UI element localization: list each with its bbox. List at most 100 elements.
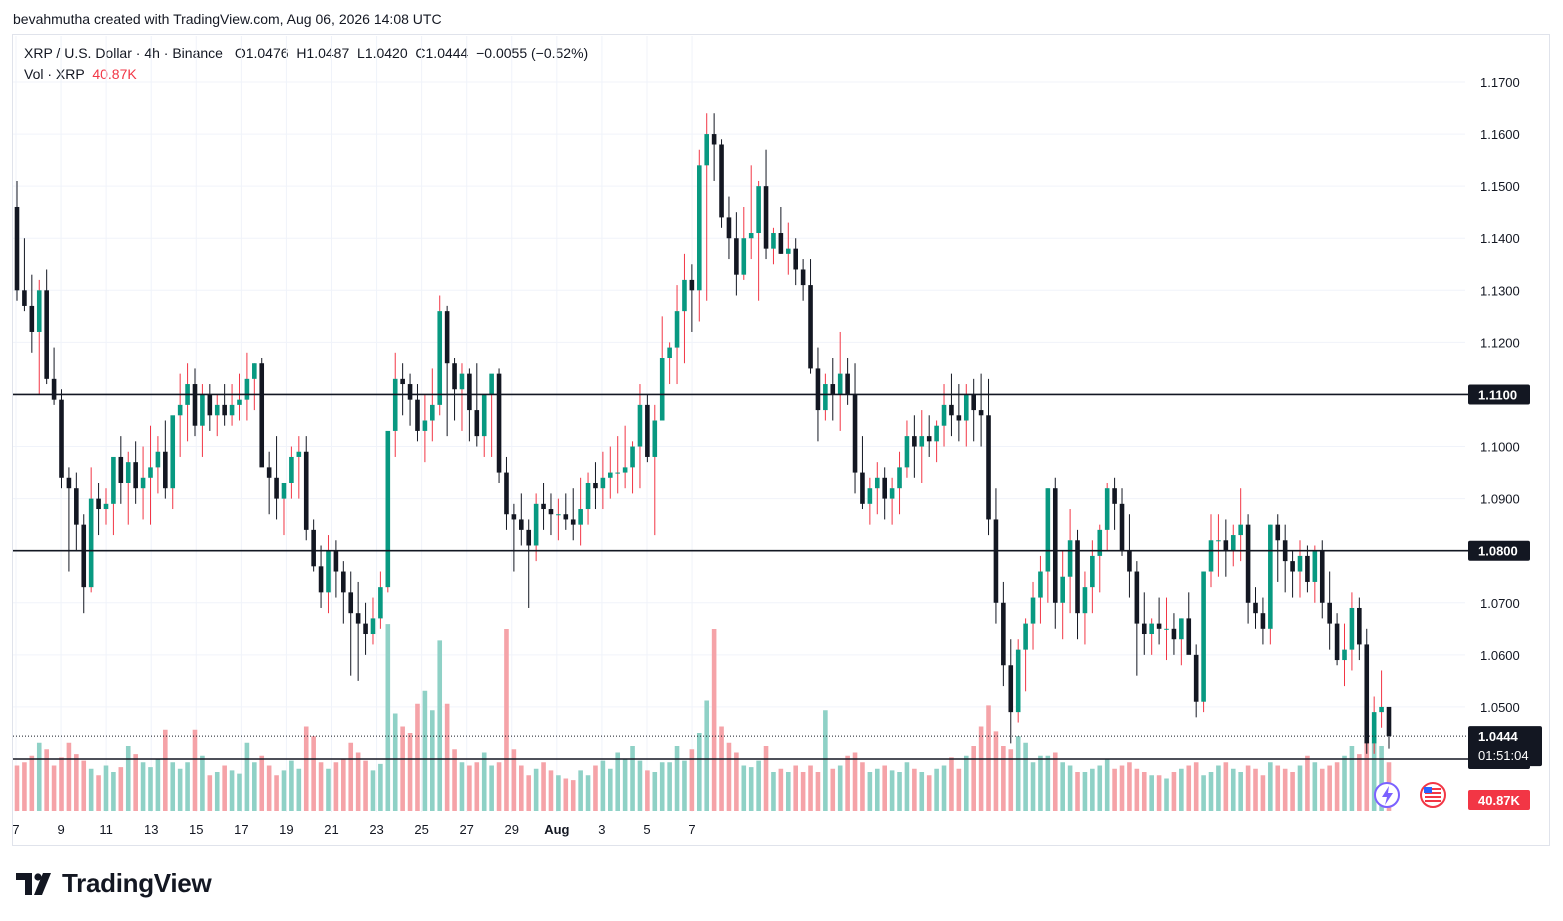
candle-body xyxy=(1179,618,1184,640)
volume-bar xyxy=(444,703,450,811)
current-price-label: 1.0444 xyxy=(1478,729,1519,744)
volume-bar xyxy=(51,765,57,811)
us-flag-icon[interactable] xyxy=(1420,782,1446,808)
volume-bar xyxy=(1357,754,1362,811)
volume-bar xyxy=(1334,762,1340,811)
y-axis-tick-label: 1.1500 xyxy=(1480,179,1520,194)
volume-bar xyxy=(607,768,613,811)
volume-bar xyxy=(711,629,717,811)
volume-bar xyxy=(1179,768,1184,811)
volume-bar xyxy=(103,765,109,811)
candle-body xyxy=(1327,602,1332,624)
volume-bar xyxy=(637,760,643,811)
candle-body xyxy=(934,425,939,442)
volume-bar xyxy=(889,770,895,811)
candle-body xyxy=(1127,550,1132,572)
candle-body xyxy=(1216,540,1221,542)
x-axis-tick-label: 25 xyxy=(414,822,428,837)
volume-bar xyxy=(1045,755,1051,811)
level-badge xyxy=(1468,384,1530,405)
volume-bar xyxy=(1208,772,1214,811)
candle-body xyxy=(1364,644,1370,744)
candle-body xyxy=(1104,488,1110,530)
candle-body xyxy=(800,269,806,286)
volume-bar xyxy=(44,749,49,811)
volume-bar xyxy=(385,624,391,811)
candle-body xyxy=(177,404,183,416)
candle-body xyxy=(163,451,168,489)
volume-bar xyxy=(1290,772,1295,811)
volume-bar xyxy=(682,760,687,811)
candle-body xyxy=(986,415,991,520)
volume-bar xyxy=(437,640,443,811)
candle-body xyxy=(1349,607,1355,650)
candle-body xyxy=(689,279,695,291)
volume-bar xyxy=(696,733,702,811)
volume-bar xyxy=(1268,762,1273,811)
candle-body xyxy=(1386,706,1392,737)
candle-body xyxy=(170,415,176,489)
volume-bar xyxy=(303,726,309,811)
candle-body xyxy=(1223,540,1229,551)
volume-bar xyxy=(296,768,302,811)
volume-bar xyxy=(1297,765,1303,811)
volume-bar xyxy=(800,772,806,811)
volume-bar xyxy=(1112,768,1117,811)
candle-body xyxy=(474,410,480,437)
volume-bar xyxy=(229,770,235,811)
candle-body xyxy=(303,451,309,530)
chart-frame xyxy=(12,34,1550,846)
volume-bar xyxy=(971,746,976,811)
volume-bar xyxy=(452,749,457,811)
level-badge-label: 1.0800 xyxy=(1478,544,1518,559)
candle-body xyxy=(919,436,925,447)
candle-body xyxy=(437,311,443,405)
candle-body xyxy=(385,430,391,588)
candle-body xyxy=(237,399,242,405)
volume-bar xyxy=(912,768,917,811)
candle-body xyxy=(607,472,613,478)
volume-bar xyxy=(415,703,420,811)
candle-body xyxy=(823,384,828,411)
volume-bar xyxy=(1119,765,1125,811)
volume-bar xyxy=(519,765,524,811)
candle-body xyxy=(963,394,969,421)
volume-bar xyxy=(481,752,487,811)
candle-body xyxy=(926,436,932,442)
candle-body xyxy=(244,378,250,400)
volume-bar xyxy=(1371,742,1377,811)
volume-bar xyxy=(163,729,168,811)
ohlc-values: O1.0476 H1.0487 L1.0420 C1.0444 −0.0055 … xyxy=(234,45,589,61)
volume-badge-label: 40.87K xyxy=(1478,793,1521,808)
chart-caption: bevahmutha created with TradingView.com,… xyxy=(13,11,442,27)
volume-bar xyxy=(756,760,761,811)
candle-body xyxy=(904,436,910,468)
candle-body xyxy=(696,165,702,291)
volume-label[interactable]: Vol · XRP xyxy=(24,66,85,82)
candle-body xyxy=(756,186,761,234)
volume-bar xyxy=(563,778,569,811)
volume-bar xyxy=(993,731,999,811)
candle-body xyxy=(467,373,472,411)
volume-bar xyxy=(785,772,791,811)
candle-body xyxy=(1230,535,1236,551)
candle-body xyxy=(363,623,368,635)
volume-bar xyxy=(1001,746,1006,811)
volume-bar xyxy=(348,742,354,811)
candle-body xyxy=(593,482,598,489)
candle-body xyxy=(1082,587,1088,614)
volume-bar xyxy=(207,775,213,811)
symbol-title[interactable]: XRP / U.S. Dollar · 4h · Binance xyxy=(24,45,223,61)
tradingview-footer[interactable]: TradingView xyxy=(16,868,212,899)
volume-bar xyxy=(1327,765,1332,811)
candle-body xyxy=(519,519,524,530)
candle-body xyxy=(1268,524,1273,629)
candle-body xyxy=(29,305,35,332)
candle-body xyxy=(259,363,265,468)
volume-bar xyxy=(326,768,331,811)
candle-body xyxy=(88,498,94,588)
volume-bar xyxy=(904,762,910,811)
volume-bar xyxy=(578,770,583,811)
volume-bar xyxy=(1253,768,1258,811)
